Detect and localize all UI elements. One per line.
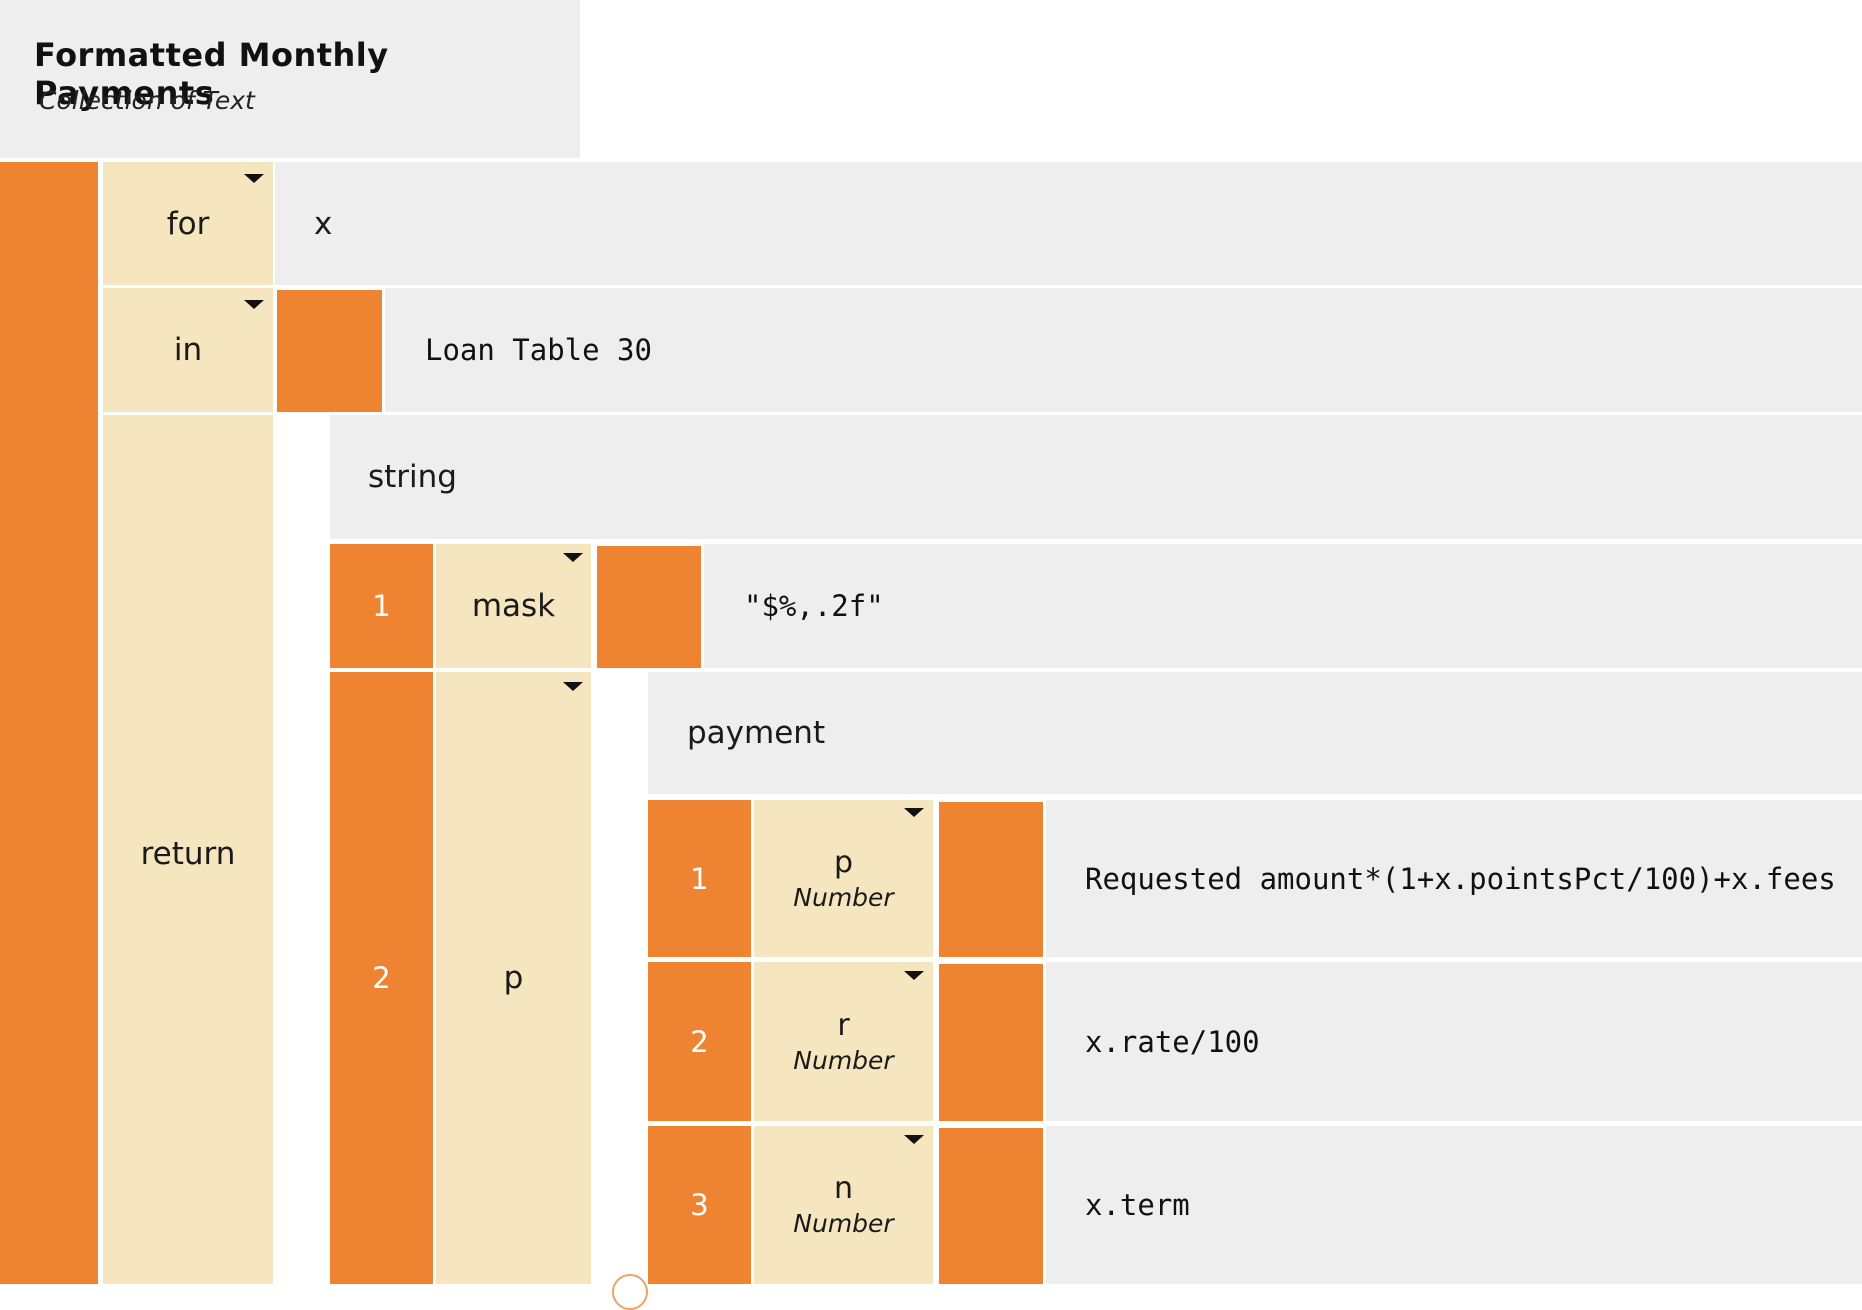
in-source-value: Loan Table 30 — [425, 333, 652, 367]
p-dropdown-caret-icon[interactable] — [563, 682, 583, 691]
payment-n-expression-handle[interactable] — [939, 1128, 1043, 1284]
arg-name-label: p — [833, 844, 854, 880]
payment-r-value-field[interactable]: x.rate/100 — [1046, 962, 1862, 1121]
string-arg-2-index[interactable]: 2 — [330, 672, 433, 1284]
string-arg-p[interactable]: p — [436, 672, 591, 1284]
for-variable-value: x — [314, 205, 333, 242]
payment-arg-3-index[interactable]: 3 — [648, 1126, 751, 1284]
arg-index-label: 2 — [690, 1024, 709, 1059]
payment-arg-r[interactable]: r Number — [754, 962, 933, 1121]
arg-index-label: 3 — [690, 1188, 709, 1222]
add-item-circle-icon[interactable] — [612, 1274, 648, 1310]
mask-dropdown-caret-icon[interactable] — [563, 553, 583, 562]
arg-name-label: n — [833, 1171, 853, 1206]
for-variable-field[interactable]: x — [275, 162, 1862, 285]
payment-r-expression-handle[interactable] — [939, 964, 1043, 1121]
for-keyword-label: for — [166, 205, 210, 242]
arg-name-label: mask — [471, 588, 556, 624]
arg-index-label: 1 — [690, 861, 709, 896]
mask-value: "$%,.2f" — [744, 589, 884, 623]
payment-p-dropdown-caret-icon[interactable] — [904, 808, 924, 817]
in-keyword-label: in — [173, 332, 203, 368]
arg-name-label: p — [503, 960, 524, 996]
payment-r-dropdown-caret-icon[interactable] — [904, 971, 924, 980]
string-function-header[interactable]: string — [330, 415, 1862, 539]
payment-arg-p[interactable]: p Number — [754, 800, 933, 957]
string-arg-1-index[interactable]: 1 — [330, 544, 433, 668]
block-type: Collection of Text — [39, 86, 255, 115]
in-dropdown-caret-icon[interactable] — [244, 300, 264, 309]
payment-function-header[interactable]: payment — [648, 672, 1862, 794]
block-header: Formatted Monthly Payments Collection of… — [0, 0, 580, 158]
payment-p-value-field[interactable]: Requested amount*(1+x.pointsPct/100)+x.f… — [1046, 800, 1862, 957]
payment-n-dropdown-caret-icon[interactable] — [904, 1135, 924, 1144]
arg-name-label: r — [837, 1007, 850, 1043]
string-function-name: string — [368, 459, 457, 495]
for-dropdown-caret-icon[interactable] — [244, 174, 264, 183]
payment-arg-n[interactable]: n Number — [754, 1126, 933, 1284]
payment-n-value-field[interactable]: x.term — [1046, 1126, 1862, 1284]
payment-function-name: payment — [687, 715, 826, 751]
arg-index-label: 1 — [372, 589, 391, 623]
payment-arg-1-index[interactable]: 1 — [648, 800, 751, 957]
arg-type-label: Number — [793, 882, 894, 912]
arg-type-label: Number — [793, 1045, 894, 1075]
payment-r-value: x.rate/100 — [1085, 1024, 1260, 1059]
string-arg-mask[interactable]: mask — [436, 544, 591, 668]
mask-value-field[interactable]: "$%,.2f" — [704, 544, 1862, 668]
for-expression-handle[interactable] — [0, 162, 98, 1284]
in-expression-handle[interactable] — [277, 290, 382, 412]
payment-n-value: x.term — [1085, 1188, 1190, 1222]
in-source-field[interactable]: Loan Table 30 — [385, 288, 1862, 412]
arg-index-label: 2 — [372, 961, 391, 995]
payment-arg-2-index[interactable]: 2 — [648, 962, 751, 1121]
arg-type-label: Number — [793, 1209, 894, 1238]
mask-expression-handle[interactable] — [597, 546, 701, 668]
return-keyword[interactable]: return — [103, 415, 273, 1284]
payment-p-expression-handle[interactable] — [939, 802, 1043, 957]
return-keyword-label: return — [140, 835, 236, 872]
in-keyword[interactable]: in — [103, 288, 273, 412]
block-title[interactable]: Formatted Monthly Payments — [34, 36, 389, 112]
payment-p-value: Requested amount*(1+x.pointsPct/100)+x.f… — [1085, 861, 1836, 896]
